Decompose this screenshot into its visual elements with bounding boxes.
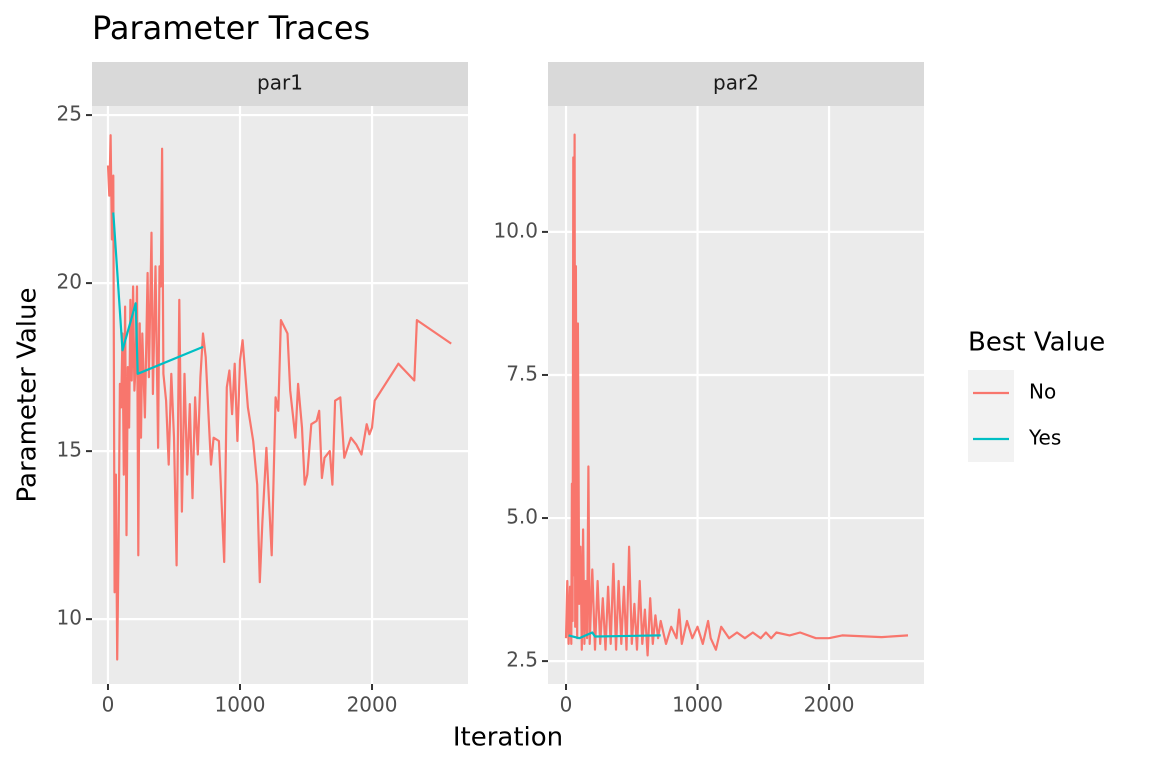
x-tick-label: 1000: [672, 693, 723, 717]
legend-title: Best Value: [968, 328, 1105, 358]
y-tick-label: 10.0: [493, 218, 538, 242]
strip-background: [92, 62, 468, 106]
y-tick-label: 20: [57, 270, 82, 294]
y-tick-label: 25: [57, 102, 82, 126]
x-tick-label: 1000: [215, 693, 266, 717]
line: [568, 631, 661, 640]
panel-background: [548, 106, 924, 684]
y-tick-label: 5.0: [506, 505, 538, 529]
y-tick-label: 10: [57, 606, 82, 630]
x-tick-label: 2000: [804, 693, 855, 717]
legend-label: Yes: [1028, 426, 1061, 450]
line: [112, 212, 204, 375]
x-tick-label: 0: [560, 693, 573, 717]
y-axis-label: Parameter Value: [13, 288, 43, 503]
line: [106, 134, 452, 661]
panel-background: [92, 106, 468, 684]
y-tick-label: 7.5: [506, 361, 538, 385]
y-tick-label: 2.5: [506, 648, 538, 672]
x-tick-label: 2000: [347, 693, 398, 717]
legend-label: No: [1029, 380, 1056, 404]
chart-title: Parameter Traces: [92, 9, 370, 47]
y-tick-label: 15: [57, 438, 82, 462]
strip-label: par1: [257, 71, 303, 95]
x-axis-label: Iteration: [453, 723, 563, 753]
strip-label: par2: [713, 71, 759, 95]
strip-background: [548, 62, 924, 106]
legend-key-bg: [968, 370, 1014, 462]
x-tick-label: 0: [102, 693, 115, 717]
